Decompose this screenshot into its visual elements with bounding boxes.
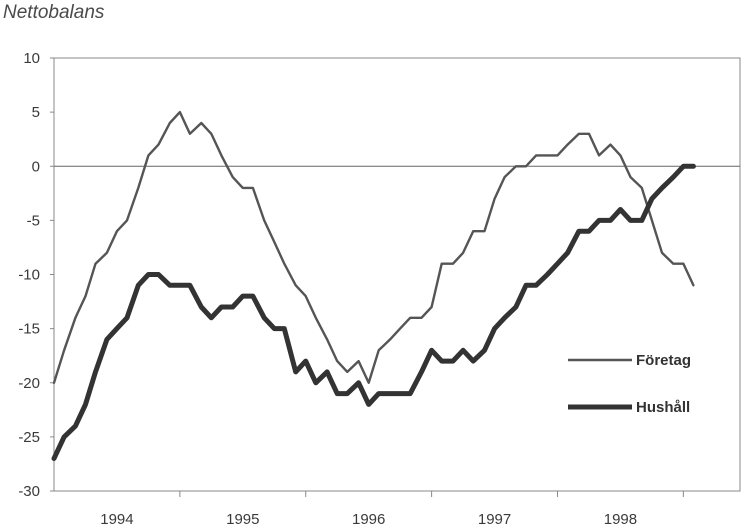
y-tick-label: -10 bbox=[18, 267, 40, 284]
y-tick-label: -15 bbox=[18, 321, 40, 338]
y-tick-label: 0 bbox=[32, 158, 40, 175]
legend-label-hushall: Hushåll bbox=[636, 399, 690, 416]
y-tick-label: -20 bbox=[18, 375, 40, 392]
series-line-foretag bbox=[52, 110, 695, 384]
x-tick-label: 1994 bbox=[100, 511, 133, 528]
y-tick-label: 5 bbox=[32, 104, 40, 121]
x-tick-label: 1998 bbox=[604, 511, 637, 528]
x-axis-dividers bbox=[179, 491, 684, 497]
x-tick-label: 1995 bbox=[226, 511, 259, 528]
x-tick-label: 1996 bbox=[352, 511, 385, 528]
y-tick-label: -5 bbox=[27, 212, 40, 229]
legend-label-foretag: Företag bbox=[636, 352, 691, 369]
y-tick-label: 10 bbox=[23, 50, 40, 67]
series-line-hushall bbox=[51, 163, 696, 461]
y-tick-label: -25 bbox=[18, 429, 40, 446]
x-tick-label: 1997 bbox=[478, 511, 511, 528]
y-axis-title: Nettobalans bbox=[3, 2, 105, 23]
y-tick-label: -30 bbox=[18, 483, 40, 500]
legend: Företag Hushåll bbox=[568, 352, 691, 416]
y-axis-ticks: 10 5 0 -5 -10 -15 -20 -25 -30 bbox=[18, 50, 54, 500]
x-axis-labels: 1994 1995 1996 1997 1998 bbox=[100, 511, 637, 528]
series-lines bbox=[51, 110, 696, 461]
